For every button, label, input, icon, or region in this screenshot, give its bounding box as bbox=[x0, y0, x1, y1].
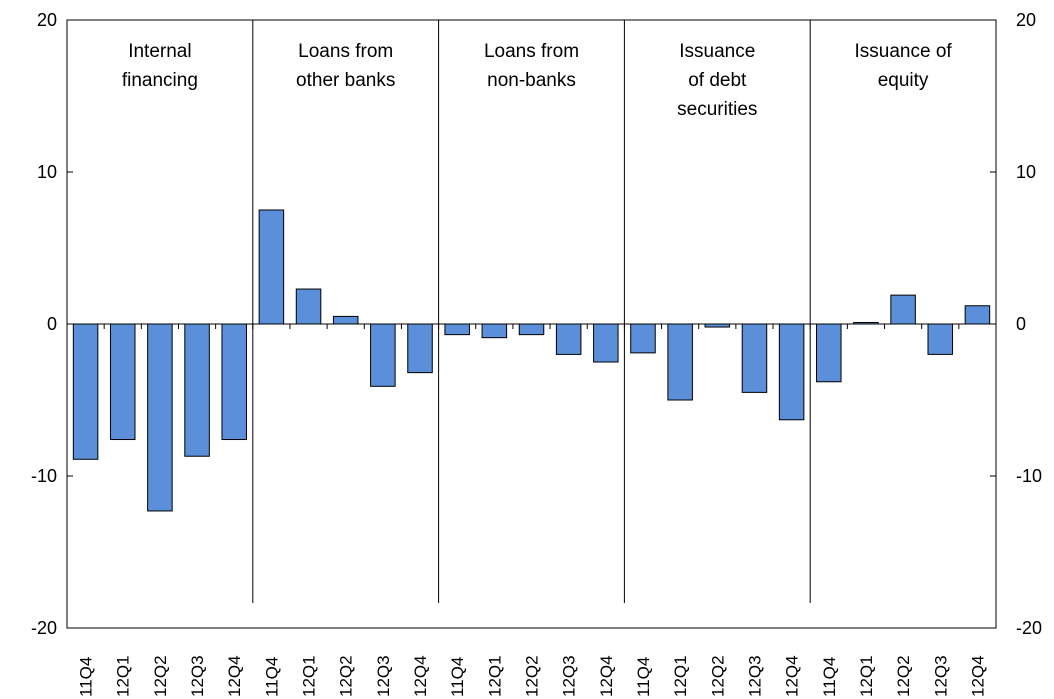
bar bbox=[778, 323, 805, 421]
bar bbox=[481, 323, 508, 339]
category-label: 12Q4 bbox=[597, 655, 616, 697]
bar bbox=[147, 323, 173, 512]
category-label: 12Q3 bbox=[560, 655, 579, 697]
bar bbox=[890, 294, 916, 325]
panel-label: other banks bbox=[296, 70, 395, 91]
panel-labels: Internal financing Loans from other banks Lo… bbox=[122, 41, 953, 120]
panel-label: of debt bbox=[688, 70, 747, 91]
bar bbox=[593, 323, 619, 363]
bar bbox=[927, 323, 954, 355]
category-label: 11Q4 bbox=[820, 657, 839, 697]
category-label: 11Q4 bbox=[77, 657, 96, 697]
panel-label: non-banks bbox=[487, 70, 576, 91]
bar bbox=[518, 323, 545, 336]
category-label: 12Q4 bbox=[783, 655, 802, 697]
y-tick-label-left: 20 bbox=[37, 10, 57, 30]
panel-label: Issuance of bbox=[855, 41, 953, 62]
bar bbox=[741, 323, 768, 393]
panel-label: Loans from bbox=[298, 41, 393, 62]
category-label: 12Q1 bbox=[485, 655, 504, 697]
y-tick-label-left: 10 bbox=[37, 162, 57, 182]
category-label: 12Q3 bbox=[188, 655, 207, 697]
category-label: 12Q2 bbox=[708, 655, 727, 697]
panel-label: securities bbox=[677, 99, 757, 120]
y-tick-label-left: 0 bbox=[47, 314, 57, 334]
y-tick-label-right: 20 bbox=[1016, 10, 1036, 30]
bar bbox=[370, 323, 396, 387]
category-label: 12Q3 bbox=[745, 655, 764, 697]
panel-label: financing bbox=[122, 70, 198, 91]
category-label: 12Q3 bbox=[931, 655, 950, 697]
panel-label: equity bbox=[878, 70, 929, 91]
category-label: 11Q4 bbox=[448, 657, 467, 697]
y-tick-label-right: 10 bbox=[1016, 162, 1036, 182]
bar bbox=[407, 323, 433, 374]
bars-group bbox=[72, 209, 991, 512]
panel-label: Internal bbox=[128, 41, 191, 62]
category-label: 12Q4 bbox=[225, 655, 244, 697]
y-tick-label-left: -10 bbox=[31, 466, 57, 486]
y-axis-ticks: -20 -20 -10 -10 0 0 10 10 20 20 bbox=[31, 10, 1042, 638]
panel-dividers bbox=[252, 20, 811, 603]
bar bbox=[184, 323, 210, 457]
bar bbox=[109, 323, 136, 441]
bar bbox=[816, 323, 842, 383]
bar bbox=[258, 209, 285, 325]
y-tick-label-left: -20 bbox=[31, 618, 57, 638]
category-label: 11Q4 bbox=[262, 657, 281, 697]
bar bbox=[295, 288, 322, 325]
bar bbox=[221, 323, 247, 441]
y-tick-label-right: -10 bbox=[1016, 466, 1042, 486]
y-tick-label-right: -20 bbox=[1016, 618, 1042, 638]
category-label: 12Q1 bbox=[300, 655, 319, 697]
category-label: 12Q2 bbox=[523, 655, 542, 697]
panel-label: Loans from bbox=[484, 41, 579, 62]
category-label: 12Q4 bbox=[968, 655, 987, 697]
category-label: 12Q2 bbox=[337, 655, 356, 697]
category-label: 12Q1 bbox=[114, 655, 133, 697]
bar bbox=[964, 305, 991, 325]
category-label: 11Q4 bbox=[634, 657, 653, 697]
bar bbox=[630, 323, 656, 354]
category-label: 12Q2 bbox=[151, 655, 170, 697]
bar bbox=[555, 323, 582, 355]
category-label: 12Q4 bbox=[411, 655, 430, 697]
category-label: 12Q2 bbox=[894, 655, 913, 697]
category-label: 12Q1 bbox=[671, 655, 690, 697]
bar bbox=[444, 323, 470, 336]
bar bbox=[72, 323, 99, 460]
category-label: 12Q3 bbox=[374, 655, 393, 697]
bar bbox=[332, 315, 359, 325]
category-label: 12Q1 bbox=[857, 655, 876, 697]
panel-label: Issuance bbox=[679, 41, 755, 62]
bar bbox=[667, 323, 693, 401]
category-labels: 11Q4 12Q1 12Q2 12Q3 12Q4 11Q4 12Q1 12Q2 12Q3 12Q4… bbox=[77, 655, 988, 697]
y-tick-label-right: 0 bbox=[1016, 314, 1026, 334]
